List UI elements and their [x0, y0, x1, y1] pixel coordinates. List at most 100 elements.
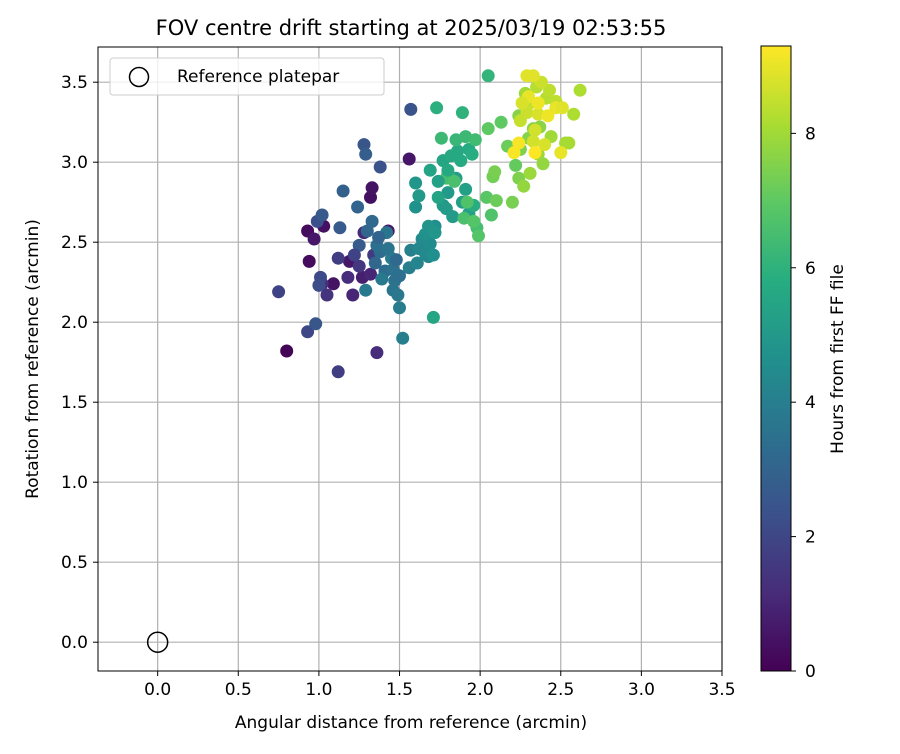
data-point	[536, 157, 550, 171]
y-tick-label: 2.0	[61, 313, 88, 333]
data-point	[346, 288, 360, 302]
x-axis-label: Angular distance from reference (arcmin)	[235, 713, 587, 733]
data-point	[391, 288, 405, 302]
data-point	[272, 285, 286, 299]
y-tick-label: 3.5	[61, 73, 88, 93]
data-point	[365, 181, 379, 195]
y-tick-label: 0.0	[61, 633, 88, 653]
x-tick-label: 2.5	[547, 680, 574, 700]
colorbar-label: Hours from first FF file	[828, 264, 848, 454]
data-point	[431, 190, 445, 204]
data-point	[336, 184, 350, 198]
data-point	[370, 346, 384, 360]
data-point	[301, 325, 315, 339]
data-point	[543, 83, 556, 97]
data-point	[434, 131, 448, 145]
data-point	[423, 237, 437, 251]
data-point	[341, 270, 355, 284]
data-point	[393, 269, 406, 283]
data-point	[359, 147, 373, 161]
legend-marker-circle-icon	[128, 66, 150, 88]
data-point	[410, 256, 424, 270]
x-tick-label: 2.0	[467, 680, 494, 700]
data-point	[541, 109, 555, 123]
data-point	[428, 226, 442, 240]
chart-title: FOV centre drift starting at 2025/03/19 …	[156, 16, 667, 40]
data-point	[515, 96, 529, 110]
y-tick-label: 1.0	[61, 473, 88, 493]
colorbar-tick-label: 0	[805, 662, 816, 682]
data-point	[352, 238, 366, 252]
data-point	[528, 123, 542, 137]
data-point	[331, 365, 345, 379]
data-points	[272, 69, 587, 379]
data-point	[372, 230, 386, 244]
data-point	[517, 179, 531, 193]
data-point	[465, 147, 479, 161]
data-point	[468, 133, 482, 147]
reference-marker	[146, 631, 169, 653]
x-tick-label: 3.0	[628, 680, 655, 700]
data-point	[357, 138, 371, 152]
data-point	[280, 344, 294, 358]
x-tick-label: 0.0	[144, 680, 171, 700]
data-point	[389, 253, 403, 267]
data-point	[446, 210, 460, 224]
data-point	[312, 278, 326, 292]
data-point	[489, 194, 503, 208]
colorbar-tick-label: 6	[805, 259, 816, 279]
y-tick-label: 0.5	[61, 553, 88, 573]
data-point	[447, 174, 461, 188]
data-point	[430, 101, 444, 115]
data-point	[302, 254, 316, 268]
data-point	[347, 248, 361, 262]
data-point	[368, 256, 382, 270]
data-point	[472, 229, 485, 243]
data-point	[404, 102, 418, 116]
data-point	[523, 166, 537, 180]
data-point	[309, 317, 323, 331]
colorbar-gradient	[760, 45, 792, 672]
data-point	[481, 69, 495, 83]
data-point	[412, 189, 426, 203]
data-point	[567, 107, 581, 121]
data-point	[364, 267, 377, 281]
data-point	[441, 186, 455, 200]
data-point	[455, 106, 469, 120]
data-point	[359, 283, 373, 297]
x-axis-ticks: 0.0 0.5 1.0 1.5 2.0 2.5 3.0 3.5	[144, 671, 736, 700]
data-point	[423, 163, 437, 177]
data-point	[441, 163, 455, 177]
data-point	[494, 115, 508, 129]
data-point	[373, 160, 387, 174]
data-point	[507, 146, 521, 160]
data-point	[360, 224, 374, 238]
y-tick-label: 3.0	[61, 153, 88, 173]
data-point	[512, 136, 526, 150]
data-point	[381, 242, 395, 256]
data-point	[481, 122, 495, 136]
data-point	[409, 200, 423, 214]
y-tick-label: 2.5	[61, 233, 88, 253]
colorbar-tick-label: 4	[805, 393, 816, 413]
data-point	[520, 106, 534, 120]
data-point	[509, 158, 523, 172]
data-point	[505, 195, 519, 209]
data-point	[326, 277, 340, 291]
data-point	[402, 152, 416, 166]
data-point	[431, 174, 445, 188]
data-point	[562, 136, 576, 150]
data-point	[573, 83, 587, 97]
data-point	[459, 182, 473, 196]
grid	[98, 47, 723, 671]
legend-label: Reference platepar	[177, 67, 339, 87]
x-tick-label: 0.5	[225, 680, 252, 700]
data-point	[375, 272, 389, 286]
legend: Reference platepar	[109, 57, 385, 96]
x-tick-label: 3.5	[708, 680, 735, 700]
plot-frame	[97, 46, 723, 672]
data-point	[528, 146, 542, 160]
y-axis-label: Rotation from reference (arcmin)	[23, 219, 43, 499]
data-point	[520, 69, 534, 83]
